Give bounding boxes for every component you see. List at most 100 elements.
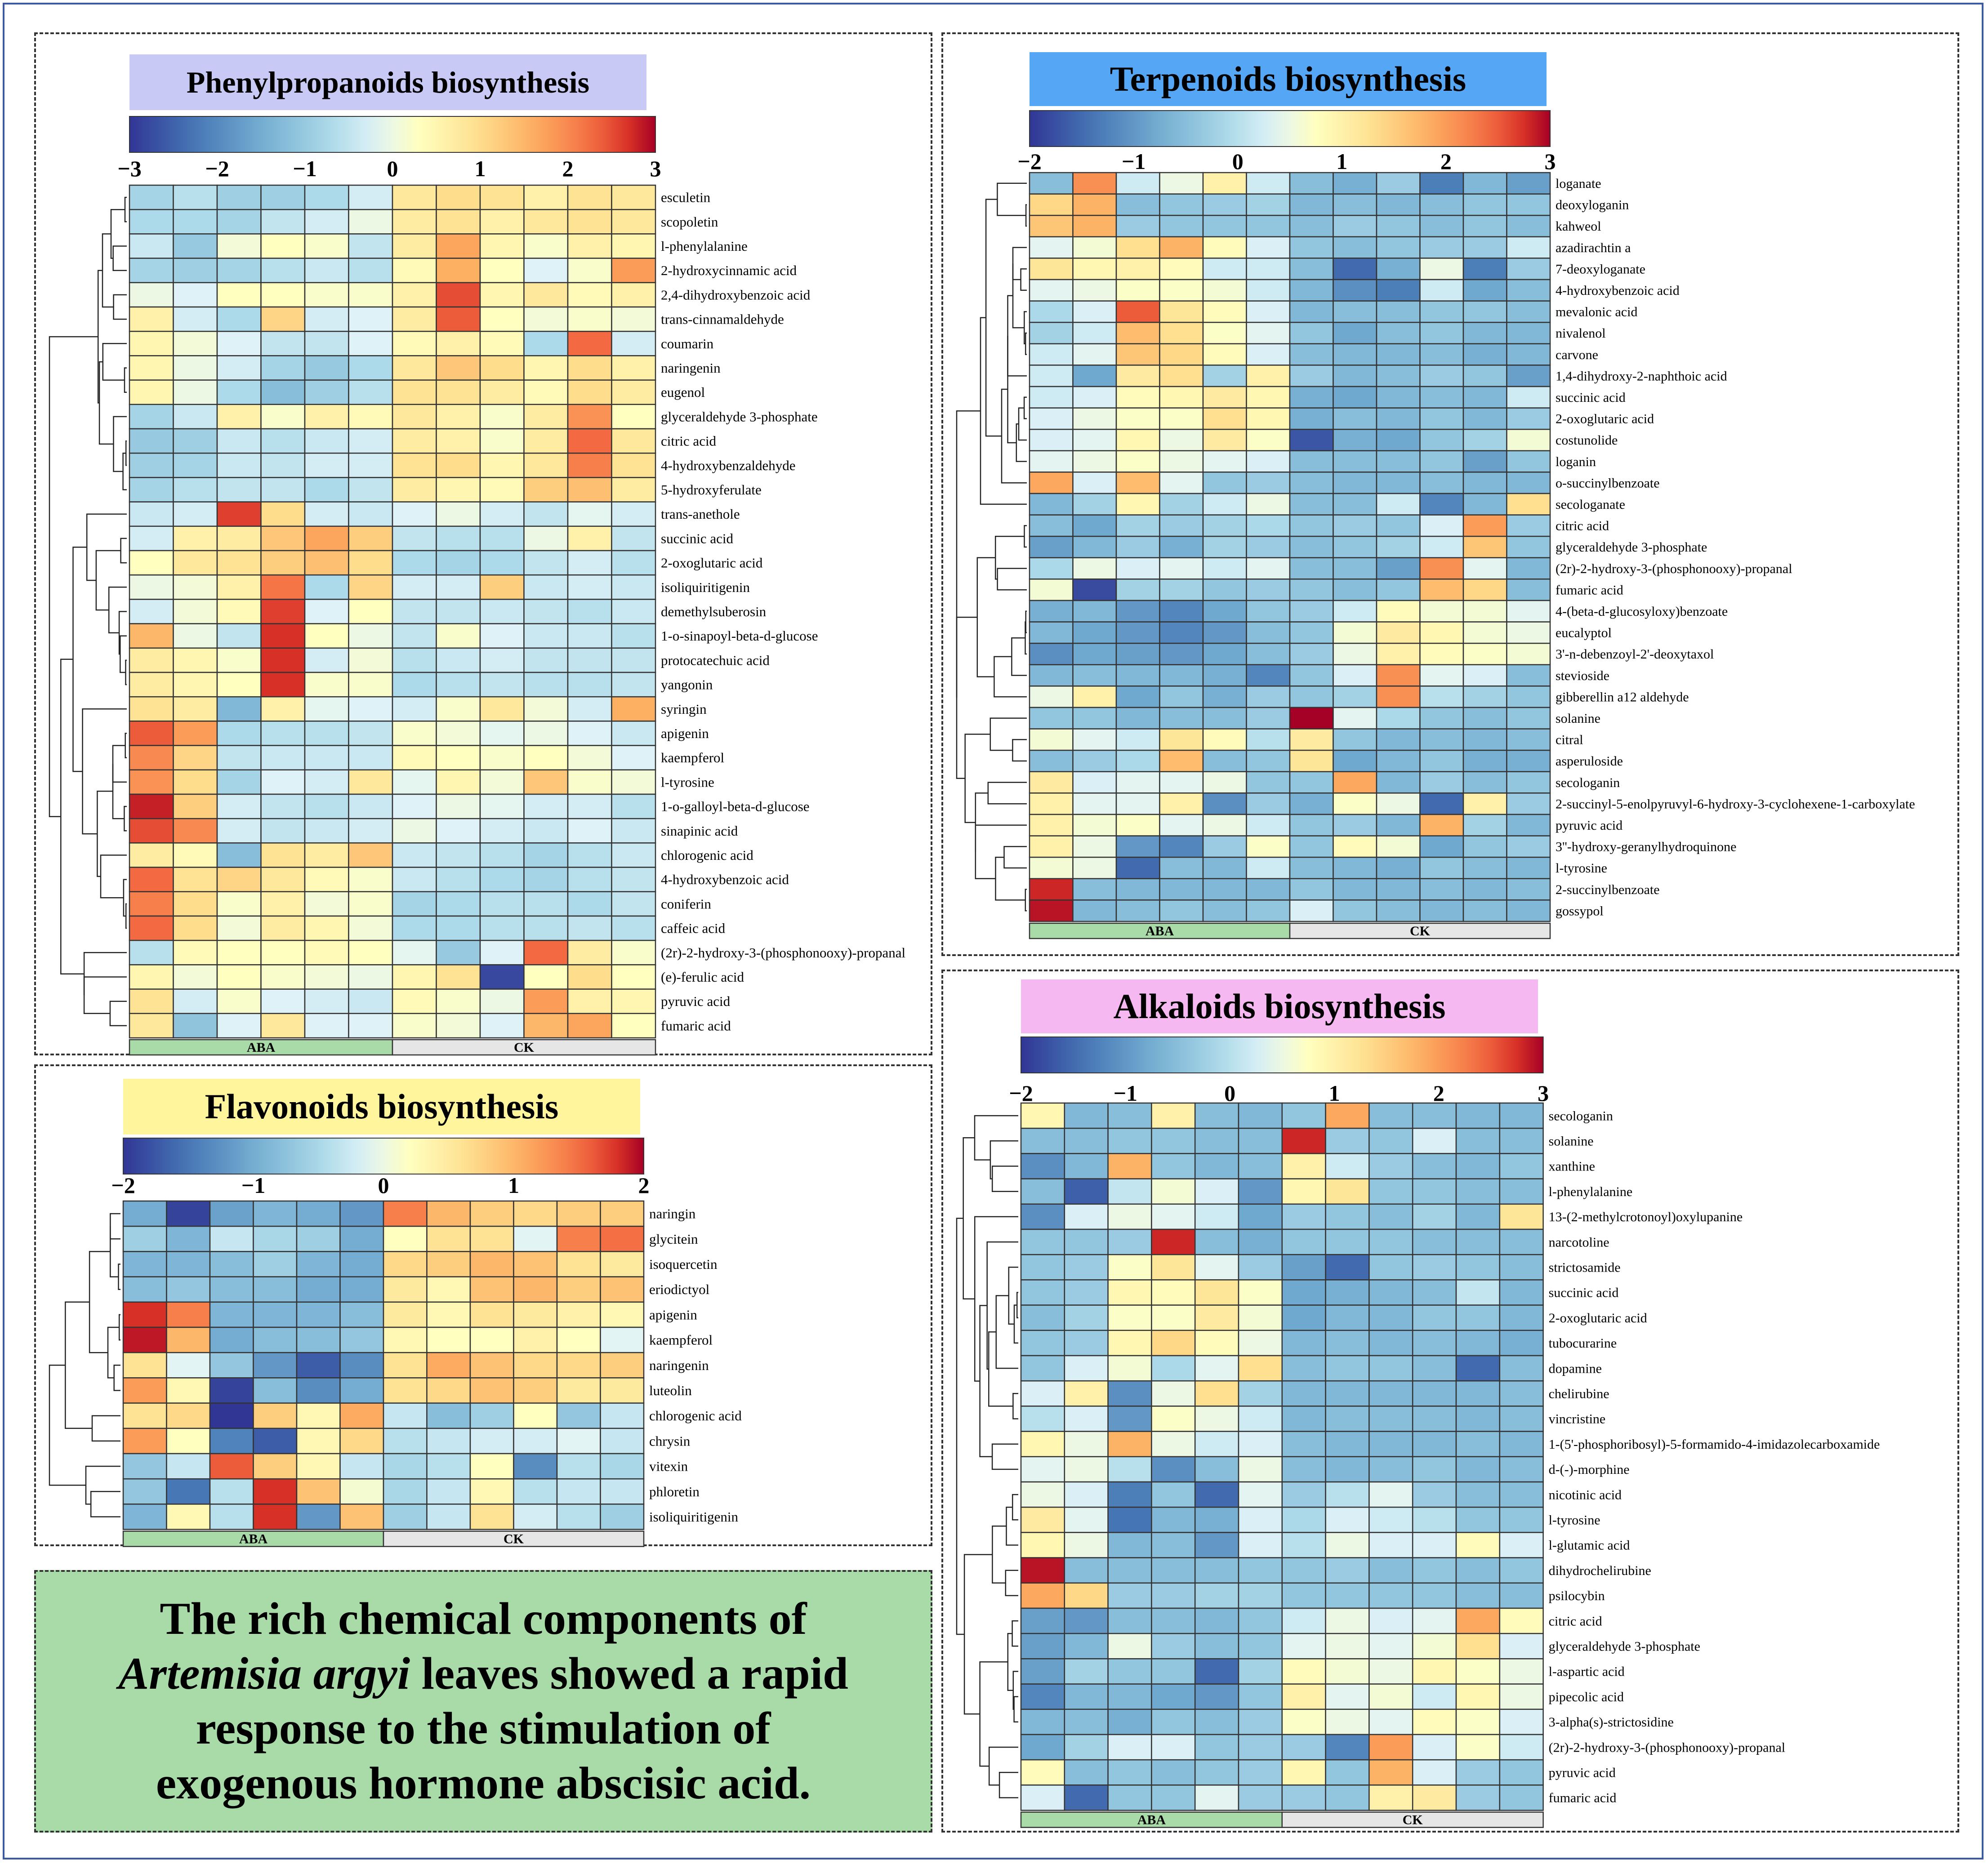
heatmap-cell xyxy=(1246,814,1291,836)
row-label: fumaric acid xyxy=(661,1018,731,1033)
heatmap-cell xyxy=(1325,1102,1370,1129)
heatmap-cell xyxy=(392,842,437,868)
heatmap-cell xyxy=(1151,1607,1196,1634)
heatmap-cell xyxy=(1194,1279,1239,1306)
heatmap-cell xyxy=(1325,1708,1370,1735)
dendrogram-branch xyxy=(991,1443,1018,1470)
heatmap-cell xyxy=(1107,1734,1152,1761)
heatmap-cell xyxy=(1376,728,1421,751)
heatmap-cell xyxy=(129,867,174,893)
heatmap-cell xyxy=(1202,600,1247,623)
heatmap-cell xyxy=(1376,365,1421,387)
heatmap-cell xyxy=(1246,728,1291,751)
heatmap-cell xyxy=(173,282,218,308)
heatmap-cell xyxy=(304,209,349,235)
scale-tick-label: 1 xyxy=(1336,149,1347,174)
heatmap-cell xyxy=(1333,642,1377,666)
row-label: gossypol xyxy=(1556,903,1604,918)
heatmap-cell xyxy=(122,1377,167,1404)
heatmap-cell xyxy=(1202,428,1247,452)
heatmap-cell xyxy=(567,233,612,259)
heatmap-cell xyxy=(304,696,349,722)
row-label: succinic acid xyxy=(661,530,733,546)
heatmap-cell xyxy=(469,1200,514,1227)
dendrogram-branch xyxy=(1011,637,1027,676)
heatmap-cell xyxy=(513,1251,558,1277)
row-label: 3-alpha(s)-strictosidine xyxy=(1549,1715,1674,1730)
heatmap-cell xyxy=(523,282,569,308)
heatmap-cell xyxy=(1506,642,1551,666)
heatmap-cell xyxy=(1325,1127,1370,1154)
heatmap-cell xyxy=(1107,1532,1152,1558)
heatmap-cell xyxy=(1289,343,1334,366)
dendrogram-branch xyxy=(1012,1671,1018,1710)
heatmap-cell xyxy=(1020,1557,1065,1584)
heatmap-cell xyxy=(1159,300,1204,323)
heatmap-cell xyxy=(1115,578,1160,601)
heatmap-cell xyxy=(1289,771,1334,794)
heatmap-cell xyxy=(1029,835,1074,858)
heatmap-cell xyxy=(1072,557,1117,580)
heatmap-cell xyxy=(1376,321,1421,345)
heatmap-cell xyxy=(1194,1759,1239,1786)
heatmap-cell xyxy=(173,330,218,356)
heatmap-cell xyxy=(348,793,393,819)
heatmap-cell xyxy=(304,672,349,698)
heatmap-cell xyxy=(173,184,218,210)
heatmap-cell xyxy=(1246,321,1291,345)
heatmap-cell xyxy=(1419,771,1464,794)
heatmap-cell xyxy=(1462,835,1507,858)
heatmap-cell xyxy=(1246,642,1291,666)
heatmap-cell xyxy=(1499,1481,1544,1508)
heatmap-cell xyxy=(1325,1178,1370,1205)
heatmap-cell xyxy=(173,721,218,746)
dendrogram-branch xyxy=(994,535,1025,580)
heatmap-cell xyxy=(1029,728,1074,751)
heatmap-cell xyxy=(1064,1759,1109,1786)
heatmap-cell xyxy=(1325,1582,1370,1609)
heatmap-cell xyxy=(1419,279,1464,302)
heatmap-cell xyxy=(392,428,437,454)
heatmap-cell xyxy=(1246,386,1291,409)
heatmap-cell xyxy=(1020,1279,1065,1306)
heatmap-cell xyxy=(304,793,349,819)
heatmap-cell xyxy=(1289,621,1334,644)
heatmap-cell xyxy=(1455,1759,1501,1786)
heatmap-cell xyxy=(1115,557,1160,580)
heatmap-cell xyxy=(173,988,218,1014)
heatmap-cell xyxy=(1506,493,1551,516)
color-scale-bar xyxy=(1029,110,1551,147)
heatmap-cell xyxy=(260,696,306,722)
heatmap-cell xyxy=(523,818,569,844)
heatmap-cell xyxy=(1376,472,1421,494)
heatmap-cell xyxy=(479,964,525,990)
heatmap-cell xyxy=(1368,1153,1413,1179)
heatmap-cell xyxy=(260,330,306,356)
heatmap-cell xyxy=(1020,1658,1065,1685)
heatmap-cell xyxy=(436,501,481,527)
heatmap-cell xyxy=(392,404,437,430)
heatmap-cell xyxy=(216,330,262,356)
heatmap-cell xyxy=(348,1013,393,1039)
heatmap-cell xyxy=(1159,749,1204,773)
heatmap-cell xyxy=(1281,1431,1326,1458)
heatmap-cell xyxy=(1194,1203,1239,1230)
heatmap-cell xyxy=(479,184,525,210)
heatmap-cell xyxy=(556,1225,601,1252)
row-label: (e)-ferulic acid xyxy=(661,969,744,985)
heatmap-cell xyxy=(436,452,481,478)
heatmap-cell xyxy=(1412,1633,1457,1659)
heatmap-cell xyxy=(426,1276,471,1303)
heatmap-cell xyxy=(1462,685,1507,708)
heatmap-cell xyxy=(1376,792,1421,815)
heatmap-cell xyxy=(1376,664,1421,687)
dendrogram-branch xyxy=(108,587,127,634)
heatmap-cell xyxy=(436,696,481,722)
heatmap-cell xyxy=(129,258,174,284)
heatmap-cell xyxy=(383,1428,428,1455)
heatmap-cell xyxy=(1462,856,1507,880)
heatmap-cell xyxy=(1194,1254,1239,1281)
heatmap-cell xyxy=(1455,1127,1501,1154)
heatmap-cell xyxy=(1462,728,1507,751)
heatmap-cell xyxy=(1202,856,1247,880)
